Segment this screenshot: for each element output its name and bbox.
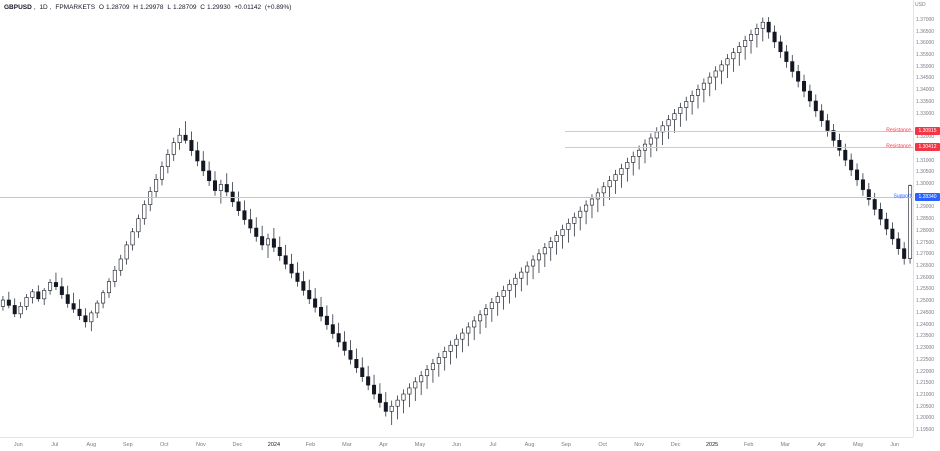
time-tick: Sep — [122, 442, 133, 448]
resistance-2-line[interactable] — [565, 147, 913, 148]
time-tick: Mar — [342, 442, 352, 448]
price-tick: 1.25500 — [916, 286, 935, 293]
legend-change: +0.01142 — [234, 4, 262, 11]
price-tick: 1.21000 — [916, 391, 935, 398]
price-tick: 1.28000 — [916, 227, 935, 234]
legend-exchange: FPMARKETS — [55, 4, 96, 11]
time-tick: Jul — [489, 442, 497, 448]
price-tick: 1.20500 — [916, 403, 935, 410]
legend-sep1: , — [33, 4, 36, 11]
price-tick: 1.27500 — [916, 239, 935, 246]
price-tick: 1.34000 — [916, 87, 935, 94]
legend-close-label: C — [200, 4, 205, 11]
price-tick: 1.37000 — [916, 16, 935, 23]
time-tick: Oct — [598, 442, 607, 448]
chart-plot-area[interactable]: Resistance Resistance Support — [0, 14, 913, 436]
time-tick: Aug — [86, 442, 97, 448]
legend-interval[interactable]: 1D — [39, 4, 48, 11]
price-axis[interactable]: USD 1.37000 1.36500 1.36000 1.35500 1.35000 1… — [913, 0, 940, 437]
price-tick: 1.23000 — [916, 345, 935, 352]
price-tick: 1.35000 — [916, 63, 935, 70]
time-tick: Jun — [890, 442, 900, 448]
price-tick: 1.35500 — [916, 52, 935, 59]
resistance-2-price-tag[interactable]: 1.30412 — [915, 143, 940, 151]
price-tick: 1.36000 — [916, 40, 935, 47]
price-tick: 1.32000 — [916, 134, 935, 141]
price-tick: 1.30000 — [916, 180, 935, 187]
chart-legend: GBPUSD, 1D, FPMARKETS O 1.28709 H 1.29978 … — [4, 3, 293, 13]
price-tick: 1.34500 — [916, 75, 935, 82]
legend-high-value: 1.29978 — [140, 4, 164, 11]
time-tick: Jun — [452, 442, 461, 448]
time-tick: 2025 — [705, 442, 719, 448]
price-tick: 1.21500 — [916, 380, 935, 387]
time-tick: Oct — [160, 442, 169, 448]
price-tick: 1.25000 — [916, 298, 935, 305]
time-tick: Apr — [817, 442, 826, 448]
legend-open-label: O — [98, 4, 104, 11]
price-axis-currency: USD — [915, 2, 926, 8]
resistance-2-label: Resistance — [886, 143, 911, 150]
legend-close-value: 1.29930 — [206, 4, 231, 11]
resistance-1-line[interactable] — [565, 131, 913, 132]
price-tick: 1.36500 — [916, 28, 935, 35]
price-tick: 1.24000 — [916, 321, 935, 328]
price-tick: 1.19500 — [916, 427, 935, 434]
time-tick: Jul — [51, 442, 59, 448]
time-tick: Sep — [561, 442, 571, 448]
price-tick: 1.20000 — [916, 415, 935, 422]
time-tick: May — [414, 442, 426, 448]
legend-symbol[interactable]: GBPUSD — [4, 4, 32, 11]
price-tick: 1.26500 — [916, 263, 935, 270]
price-tick: 1.28500 — [916, 216, 935, 223]
time-axis[interactable]: Jun Jul Aug Sep Oct Nov Dec 2024 Feb Mar Apr May Jun… — [0, 437, 913, 451]
price-tick: 1.33500 — [916, 98, 935, 105]
resistance-1-price-tag[interactable]: 1.30915 — [915, 127, 940, 135]
support-1-price-tag[interactable]: 1.28340 — [915, 193, 940, 201]
time-tick: Mar — [780, 442, 790, 448]
time-tick: Aug — [524, 442, 535, 448]
support-1-line[interactable] — [0, 197, 913, 198]
price-tick: 1.31000 — [916, 157, 935, 164]
time-tick: Dec — [670, 442, 681, 448]
time-tick: Feb — [305, 442, 316, 448]
price-tick: 1.33000 — [916, 110, 935, 117]
support-1-label: Support — [893, 193, 911, 200]
price-tick: 1.23500 — [916, 333, 935, 340]
price-tick: 1.24500 — [916, 309, 935, 316]
candlestick-series — [0, 17, 913, 425]
price-tick: 1.29000 — [916, 204, 935, 211]
legend-low-value: 1.28709 — [172, 4, 197, 11]
time-tick: Apr — [379, 442, 388, 448]
time-tick: Nov — [634, 442, 644, 448]
legend-low-label: L — [167, 4, 171, 11]
legend-sep2: , — [49, 4, 52, 11]
legend-open-value: 1.28709 — [105, 4, 130, 11]
legend-high-label: H — [133, 4, 138, 11]
time-tick: May — [852, 442, 864, 448]
time-tick: 2024 — [267, 442, 281, 448]
time-tick: Dec — [232, 442, 243, 448]
legend-change-percent: (+0.89%) — [264, 4, 292, 11]
price-tick: 1.22500 — [916, 356, 935, 363]
price-tick: 1.26000 — [916, 274, 935, 281]
time-tick: Jun — [13, 442, 23, 448]
resistance-1-label: Resistance — [886, 127, 911, 134]
price-tick: 1.22000 — [916, 368, 935, 375]
time-tick: Nov — [196, 442, 206, 448]
price-tick: 1.27000 — [916, 251, 935, 258]
price-tick: 1.30500 — [916, 169, 935, 176]
time-tick: Feb — [743, 442, 754, 448]
